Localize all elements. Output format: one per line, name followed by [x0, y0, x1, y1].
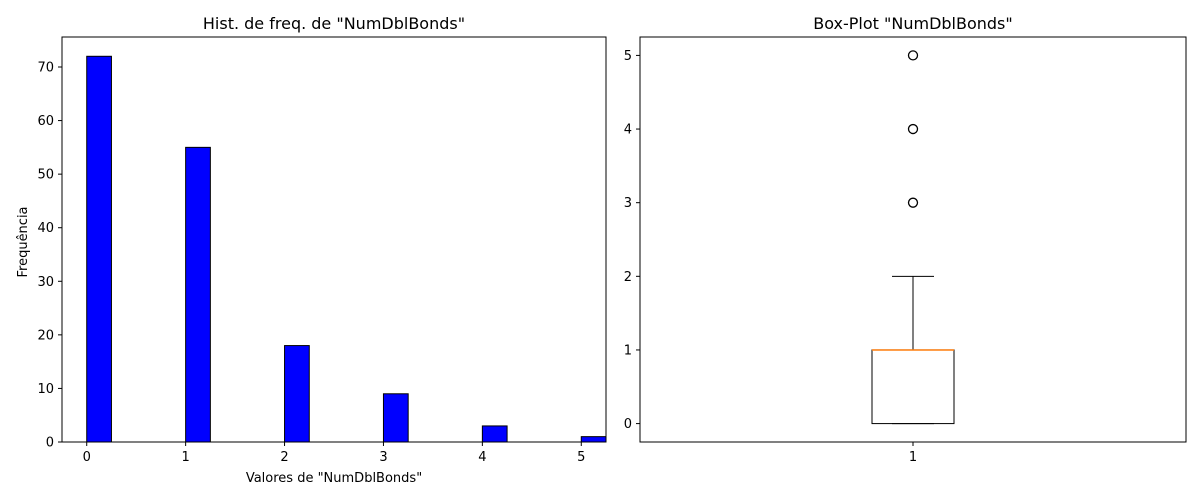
boxplot-y-tick-label: 1: [624, 343, 632, 358]
boxplot-outlier: [907, 123, 919, 135]
boxplot-x-ticks: 1: [909, 442, 917, 465]
histogram-ylabel: Frequência: [16, 206, 31, 277]
boxplot-marks: [871, 50, 955, 425]
boxplot-outlier: [907, 197, 919, 208]
histogram-x-tick-label: 3: [379, 450, 387, 465]
histogram-bar: [185, 146, 211, 443]
boxplot-y-tick-label: 4: [624, 123, 632, 138]
histogram-y-tick-label: 50: [37, 168, 54, 183]
histogram-x-tick-label: 2: [280, 450, 288, 465]
histogram-y-tick-label: 40: [37, 221, 54, 236]
boxplot-y-tick-label: 0: [624, 417, 632, 432]
histogram-x-tick-label: 4: [478, 450, 486, 465]
histogram-x-ticks: 0 1 2 3 4 5: [83, 442, 585, 465]
histogram-bar: [284, 345, 310, 443]
histogram-y-tick-label: 70: [37, 61, 54, 76]
histogram-x-tick-label: 1: [181, 450, 189, 465]
histogram-bar: [86, 55, 112, 443]
histogram-y-ticks: 0 10 20 30 40 50 60 70: [37, 61, 62, 451]
histogram-y-tick-label: 10: [37, 382, 54, 397]
histogram-y-tick-label: 0: [46, 436, 54, 451]
histogram-x-tick-label: 5: [577, 450, 585, 465]
boxplot-y-tick-label: 2: [624, 270, 632, 285]
boxplot-outlier: [907, 50, 919, 61]
boxplot-y-tick-label: 3: [624, 196, 632, 211]
boxplot-title: Box-Plot "NumDblBonds": [813, 14, 1013, 33]
boxplot-panel: Box-Plot "NumDblBonds" 1 0 1 2 3 4 5: [624, 14, 1187, 465]
histogram-bar: [382, 393, 409, 443]
histogram-xlabel: Valores de "NumDblBonds": [246, 471, 422, 486]
histogram-y-tick-label: 30: [37, 275, 54, 290]
histogram-frame: [61, 36, 607, 443]
boxplot-y-ticks: 0 1 2 3 4 5: [624, 49, 640, 432]
histogram-title: Hist. de freq. de "NumDblBonds": [203, 14, 465, 33]
histogram-y-tick-label: 60: [37, 114, 54, 129]
boxplot-frame: [639, 36, 1187, 443]
histogram-y-tick-label: 20: [37, 328, 54, 343]
boxplot-y-tick-label: 5: [624, 49, 632, 64]
histogram-bars: [86, 55, 607, 443]
boxplot-x-tick-label: 1: [909, 450, 917, 465]
histogram-panel: Hist. de freq. de "NumDblBonds" Valores …: [16, 14, 607, 486]
histogram-bar: [481, 425, 508, 443]
histogram-bar: [580, 436, 607, 443]
boxplot-box: [871, 349, 955, 425]
histogram-x-tick-label: 0: [83, 450, 91, 465]
